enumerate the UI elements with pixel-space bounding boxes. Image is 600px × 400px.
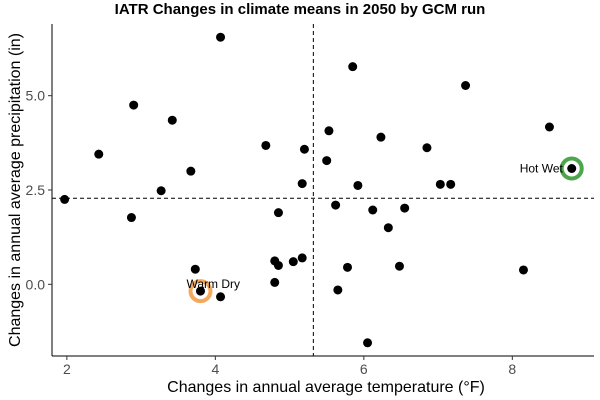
data-point — [216, 32, 226, 42]
data-point — [216, 292, 226, 302]
y-tick-label: 5.0 — [26, 88, 46, 104]
data-points — [60, 32, 577, 348]
highlight-point — [196, 287, 204, 295]
data-point — [343, 262, 353, 272]
data-point — [322, 156, 332, 166]
highlight-label: Hot Wet — [520, 161, 564, 175]
data-point — [376, 132, 386, 142]
data-point — [324, 126, 334, 136]
data-point — [288, 257, 298, 267]
data-point — [544, 122, 554, 132]
data-point — [297, 253, 307, 263]
y-axis-title: Changes in annual average precipitation … — [7, 33, 24, 347]
data-point — [353, 180, 363, 190]
axes — [51, 24, 594, 357]
highlight-point — [568, 164, 576, 172]
data-point — [273, 208, 283, 218]
tick-labels: 2 4 6 8 0.0 2.5 5.0 — [26, 88, 517, 377]
data-point — [383, 223, 393, 233]
highlight-ring — [559, 156, 584, 181]
data-point — [60, 194, 70, 204]
reference-lines — [52, 24, 594, 356]
data-point — [94, 149, 104, 159]
data-point — [297, 179, 307, 189]
data-point — [461, 80, 471, 90]
x-tick-label: 2 — [63, 361, 71, 377]
y-tick-label: 2.5 — [26, 182, 46, 198]
y-tick-label: 0.0 — [26, 276, 46, 292]
data-point — [422, 143, 432, 153]
data-point — [186, 166, 196, 176]
data-point — [331, 200, 341, 210]
x-tick-label: 6 — [360, 361, 368, 377]
x-tick-label: 4 — [211, 361, 219, 377]
data-point — [394, 261, 404, 271]
data-point — [190, 264, 200, 274]
data-point — [129, 100, 139, 110]
data-point — [126, 213, 136, 223]
data-point — [435, 179, 445, 189]
highlight-ring — [188, 279, 213, 304]
data-point — [400, 203, 410, 213]
data-point — [446, 179, 456, 189]
highlight-label: Warm Dry — [186, 277, 240, 291]
data-point — [333, 285, 343, 295]
data-point — [368, 205, 378, 215]
x-axis-title: Changes in annual average temperature (°… — [167, 379, 485, 396]
data-point — [167, 115, 177, 125]
data-point — [348, 62, 358, 72]
data-point — [518, 265, 528, 275]
x-tick-label: 8 — [508, 361, 516, 377]
data-point — [299, 144, 309, 154]
highlighted-runs: Warm Dry Hot Wet — [186, 156, 584, 304]
data-point — [363, 338, 373, 348]
data-point — [156, 186, 166, 196]
data-point — [270, 277, 280, 287]
data-point — [261, 140, 271, 150]
chart-title: IATR Changes in climate means in 2050 by… — [115, 1, 486, 18]
data-point — [273, 260, 283, 270]
